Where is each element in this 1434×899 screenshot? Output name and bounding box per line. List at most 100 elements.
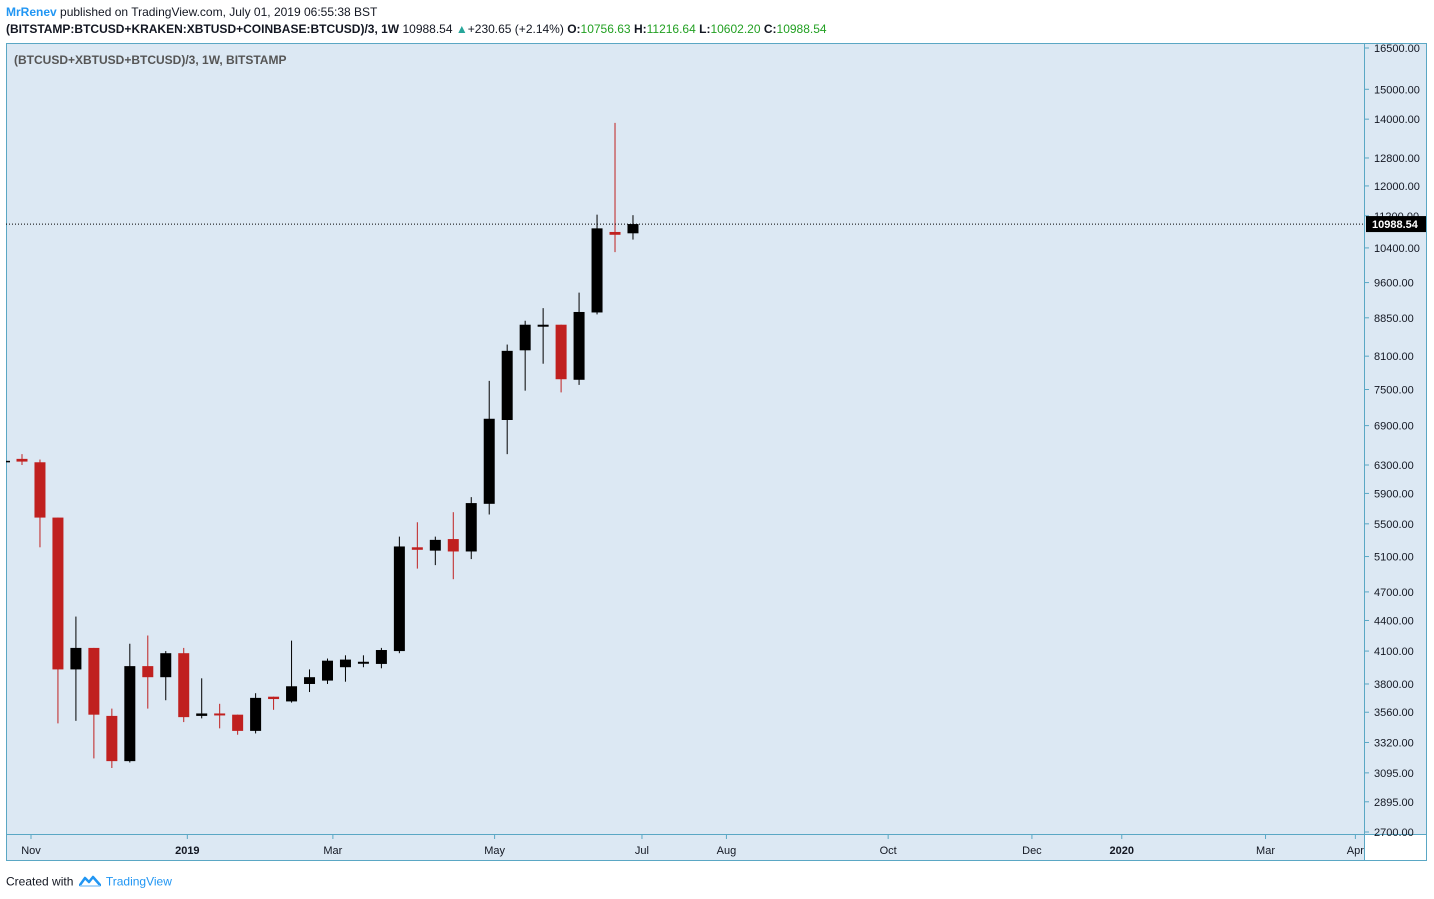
candle-up (70, 647, 82, 670)
candle-down (88, 647, 100, 715)
y-tick-label: 5900.00 (1374, 488, 1414, 500)
close-value: 10988.54 (776, 22, 827, 36)
x-tick-label: Nov (21, 845, 41, 857)
y-tick-label: 4400.00 (1374, 615, 1414, 627)
change-text: +230.65 (+2.14%) (467, 22, 564, 36)
candle-up (429, 539, 441, 551)
y-tick-label: 6300.00 (1374, 460, 1414, 472)
x-tick-label: Apr (1347, 845, 1364, 857)
candle-down (142, 666, 154, 678)
close-label: C: (763, 22, 777, 36)
last-price-badge: 10988.54 (1366, 216, 1426, 233)
time-axis-background (6, 835, 1364, 861)
candle-up (196, 713, 208, 716)
y-tick-label: 4700.00 (1374, 587, 1414, 599)
y-tick-label: 4100.00 (1374, 646, 1414, 658)
candlestick-series (6, 122, 639, 768)
candle-up (573, 311, 585, 380)
x-tick-label: Mar (1256, 845, 1275, 857)
y-tick-label: 12000.00 (1374, 181, 1420, 193)
x-tick-label: Mar (323, 845, 342, 857)
y-tick-label: 16500.00 (1374, 43, 1420, 55)
x-axis: Nov 2019 Mar May Jul Aug Oct Dec 2020 Mar Apr (21, 835, 1364, 857)
header-line-1: MrRenev published on TradingView.com, Ju… (6, 5, 377, 19)
candle-down (214, 713, 226, 716)
open-value: 10756.63 (580, 22, 631, 36)
candle-up (321, 660, 333, 681)
y-tick-label: 5100.00 (1374, 552, 1414, 564)
candle-down (232, 714, 244, 731)
x-tick-label: Oct (880, 845, 897, 857)
candle-up (304, 677, 316, 684)
candle-up (375, 650, 387, 664)
candle-up (339, 659, 351, 668)
y-tick-label: 3095.00 (1374, 768, 1414, 780)
author-name[interactable]: MrRenev (6, 5, 57, 19)
x-tick-label: 2020 (1110, 845, 1134, 857)
candle-up (393, 546, 405, 652)
candle-down (411, 547, 423, 550)
candle-up (591, 228, 603, 313)
y-tick-label: 3320.00 (1374, 737, 1414, 749)
x-tick-label: May (484, 845, 505, 857)
footer: Created with TradingView (6, 874, 172, 891)
low-label: L: (699, 22, 711, 36)
last-price-text: 10988.54 (402, 22, 453, 36)
x-tick-label: 2019 (175, 845, 199, 857)
candle-down (555, 324, 567, 380)
candle-up (519, 324, 531, 351)
y-tick-label: 14000.00 (1374, 114, 1420, 126)
candle-up (465, 503, 477, 552)
last-price-badge-text: 10988.54 (1372, 219, 1419, 231)
symbol-name: (BITSTAMP:BTCUSD+KRAKEN:XBTUSD+COINBASE:… (6, 22, 400, 36)
published-text: published on TradingView.com, July 01, 2… (60, 5, 378, 19)
y-tick-label: 10400.00 (1374, 243, 1420, 255)
candle-down (178, 653, 190, 718)
y-tick-label: 3560.00 (1374, 707, 1414, 719)
candle-down (52, 517, 64, 670)
candle-down (106, 715, 118, 762)
y-tick-label: 2700.00 (1374, 827, 1414, 839)
y-tick-label: 15000.00 (1374, 84, 1420, 96)
candle-up (124, 666, 136, 762)
chart-border (6, 43, 1427, 861)
y-axis: 16500.00 15000.00 14000.00 12800.00 12000.00… (1365, 43, 1420, 839)
up-triangle-icon: ▲ (455, 22, 468, 36)
candle-down (34, 462, 46, 518)
y-tick-label: 9600.00 (1374, 278, 1414, 290)
candle-up (160, 653, 172, 678)
y-tick-label: 6900.00 (1374, 421, 1414, 433)
y-tick-label: 7500.00 (1374, 384, 1414, 396)
candle-up (627, 224, 639, 234)
plot-background (6, 43, 1364, 834)
y-tick-label: 8850.00 (1374, 313, 1414, 325)
tradingview-brand-link[interactable]: TradingView (105, 874, 172, 889)
high-label: H: (633, 22, 647, 36)
candle-down (447, 539, 459, 552)
price-axis-background (1365, 43, 1427, 834)
y-tick-label: 2895.00 (1374, 797, 1414, 809)
candle-up (286, 686, 298, 702)
candle-up (483, 418, 495, 504)
chart-overlay-title: (BTCUSD+XBTUSD+BTCUSD)/3, 1W, BITSTAMP (14, 53, 286, 67)
low-value: 10602.20 (710, 22, 761, 36)
high-value: 11216.64 (646, 22, 696, 36)
y-tick-label: 8100.00 (1374, 351, 1414, 363)
x-tick-label: Jul (635, 845, 649, 857)
candle-down (16, 458, 28, 462)
candle-down (609, 231, 621, 235)
last-price-badge-box (1366, 216, 1426, 233)
x-tick-label: Aug (717, 845, 737, 857)
x-tick-label: Dec (1022, 845, 1042, 857)
created-with-text: Created with (6, 874, 74, 889)
y-tick-label: 12800.00 (1374, 153, 1420, 165)
candle-up (537, 324, 549, 327)
header-line-2: (BITSTAMP:BTCUSD+KRAKEN:XBTUSD+COINBASE:… (6, 22, 827, 36)
open-label: O: (567, 22, 581, 36)
candle-up (250, 697, 262, 731)
tradingview-logo-icon[interactable] (78, 874, 101, 891)
candle-up (357, 661, 369, 664)
candle-up (501, 350, 513, 421)
y-tick-label: 5500.00 (1374, 519, 1414, 531)
